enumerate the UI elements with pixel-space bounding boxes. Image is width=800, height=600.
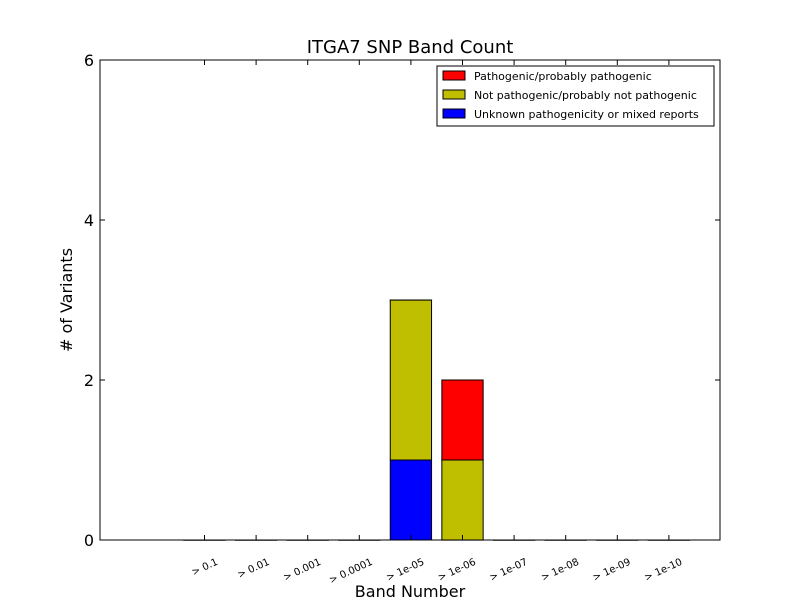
legend-swatch [442, 89, 466, 100]
y-axis-label: # of Variants [57, 248, 76, 352]
bar-1-4 [389, 299, 433, 461]
bar-0-4 [389, 459, 433, 541]
plot-frame [99, 59, 721, 541]
legend-label: Unknown pathogenicity or mixed reports [474, 108, 699, 121]
y-tick-label: 6 [84, 51, 94, 70]
legend-label: Not pathogenic/probably not pathogenic [474, 89, 697, 102]
legend-swatch [442, 108, 466, 119]
legend-label: Pathogenic/probably pathogenic [474, 70, 652, 83]
chart-title: ITGA7 SNP Band Count [307, 37, 514, 58]
legend-frame [436, 65, 715, 127]
bar-2-5 [441, 379, 484, 461]
x-axis-label: Band Number [355, 582, 466, 600]
y-tick-label: 0 [84, 531, 94, 550]
legend: Pathogenic/probably pathogenic Not pathog… [436, 65, 715, 127]
y-tick-label: 4 [84, 211, 94, 230]
bar-1-5 [441, 459, 484, 541]
legend-swatch [442, 70, 466, 81]
y-tick-label: 2 [84, 371, 94, 390]
